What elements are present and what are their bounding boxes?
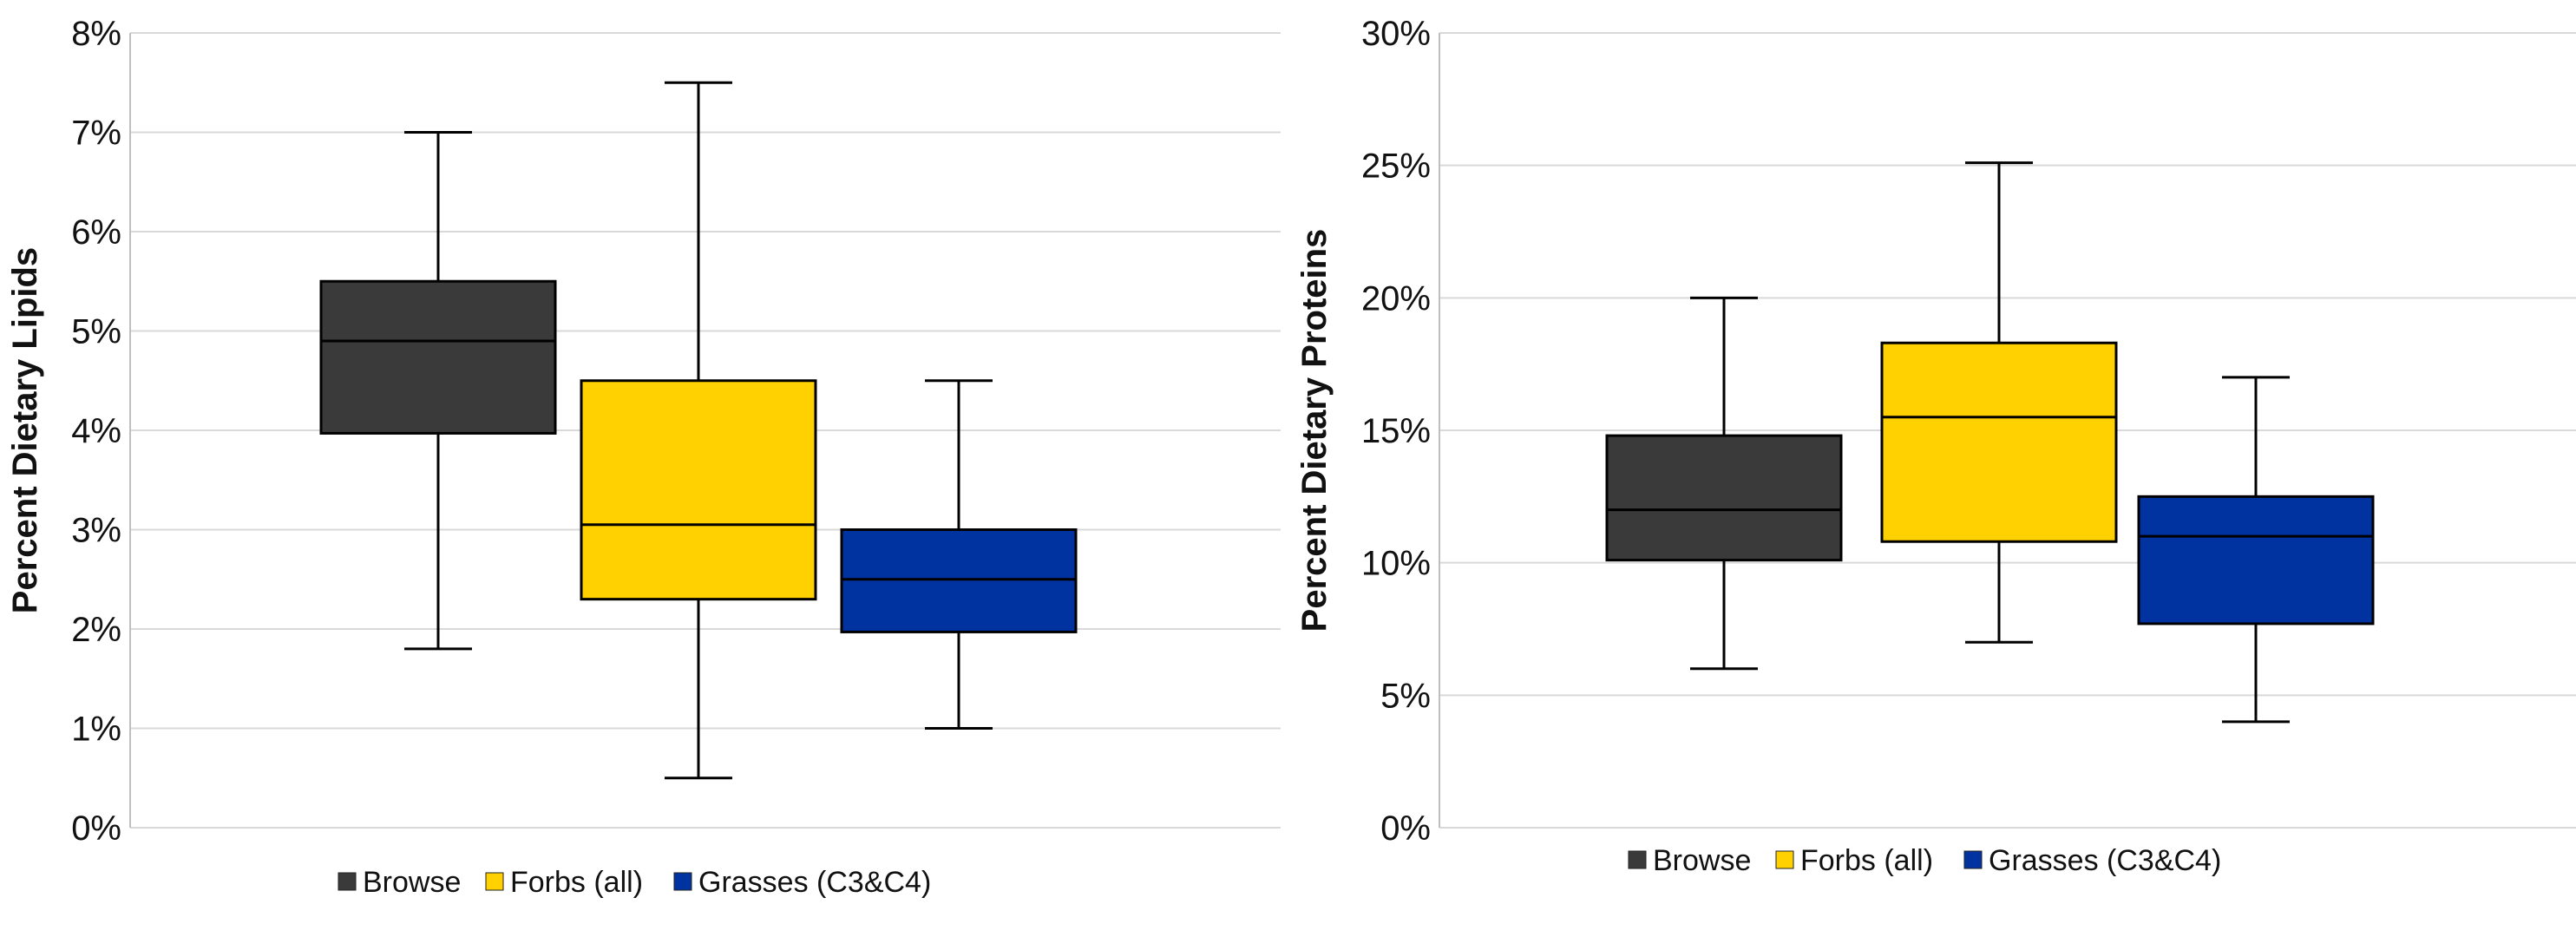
iqr-box — [580, 379, 817, 601]
y-tick-label: 1% — [71, 711, 121, 749]
y-tick-label: 0% — [1380, 809, 1431, 848]
legend-swatch — [1628, 850, 1647, 869]
y-tick-label: 3% — [71, 512, 121, 550]
box-1 — [580, 81, 817, 780]
box-2 — [2137, 376, 2375, 724]
legend: Browse Forbs (all) Grasses (C3&C4) — [338, 866, 931, 899]
iqr-box — [2137, 495, 2375, 626]
y-tick-label: 7% — [71, 115, 121, 153]
legend-swatch — [485, 872, 504, 891]
y-tick-label: 5% — [1380, 677, 1431, 715]
legend-swatch — [338, 872, 357, 891]
legend-label: Grasses (C3&C4) — [1989, 844, 2221, 877]
y-tick-label: 2% — [71, 611, 121, 649]
box-2 — [840, 379, 1078, 730]
iqr-box — [319, 279, 557, 435]
legend-swatch — [673, 872, 692, 891]
legend: Browse Forbs (all) Grasses (C3&C4) — [1628, 844, 2221, 877]
legend-label: Browse — [1653, 844, 1751, 877]
y-tick-label: 8% — [71, 15, 121, 53]
y-tick-label: 5% — [71, 313, 121, 351]
legend-swatch — [1775, 850, 1794, 869]
y-tick-label: 6% — [71, 213, 121, 252]
y-tick-label: 4% — [71, 412, 121, 450]
legend-label: Forbs (all) — [1800, 844, 1933, 877]
iqr-box — [1605, 434, 1843, 562]
box-0 — [1605, 296, 1843, 671]
box-1 — [1880, 161, 2118, 644]
y-tick-label: 0% — [71, 809, 121, 848]
iqr-box — [1880, 341, 2118, 543]
y-tick-label: 20% — [1361, 279, 1431, 318]
box-0 — [319, 131, 557, 651]
y-tick-label: 25% — [1361, 147, 1431, 186]
legend-swatch — [1963, 850, 1983, 869]
y-axis-label: Percent Dietary Proteins — [1295, 229, 1334, 632]
legend-label: Forbs (all) — [510, 866, 643, 899]
y-tick-label: 15% — [1361, 412, 1431, 450]
y-axis-label: Percent Dietary Lipids — [6, 247, 44, 613]
chart-1: 0% 1% 2% 3% 4% 5% 6% 7% 8% Percent Dietary Lipids… — [6, 15, 1281, 899]
y-tick-label: 10% — [1361, 545, 1431, 583]
y-tick-label: 30% — [1361, 15, 1431, 53]
legend-label: Browse — [363, 866, 461, 899]
legend-label: Grasses (C3&C4) — [698, 866, 931, 899]
chart-2: 0% 5% 10% 15% 20% 25% 30% Percent Dietary Prote… — [1295, 15, 2576, 877]
iqr-box — [840, 528, 1078, 633]
